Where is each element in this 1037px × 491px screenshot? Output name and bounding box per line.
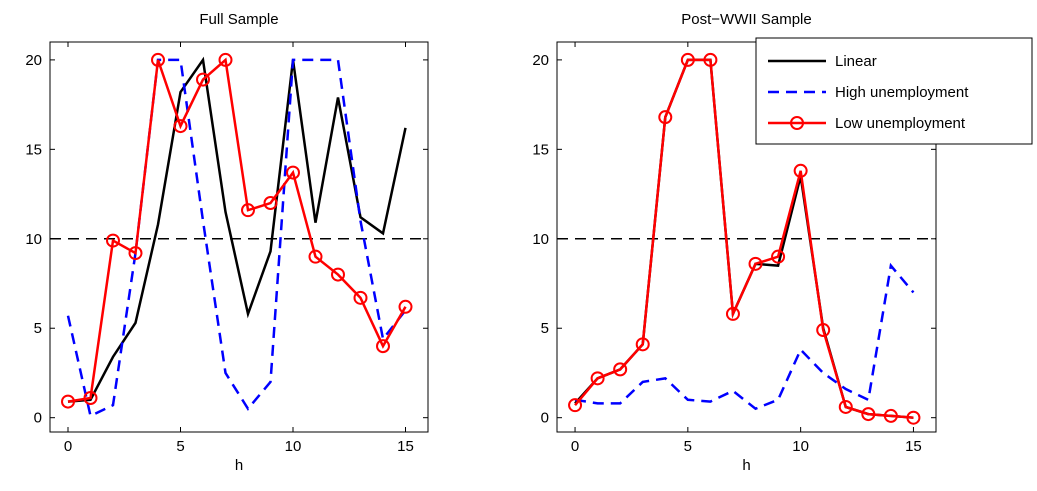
data-point-low-unemployment [771,249,786,264]
data-point-low-unemployment [658,110,673,125]
data-point-low-unemployment [793,163,808,178]
y-tick-label: 0 [34,410,42,427]
data-point-low-unemployment [613,362,628,377]
x-tick-label: 0 [571,438,579,455]
x-tick-label: 10 [792,438,809,455]
x-tick-label: 15 [905,438,922,455]
data-point-low-unemployment [376,339,390,354]
y-tick-label: 5 [34,320,42,337]
series-line-low-unemployment [67,57,407,403]
y-tick-label: 10 [532,231,549,248]
chart-title: Post−WWII Sample [681,11,811,28]
data-point-low-unemployment [173,119,188,134]
data-point-low-unemployment [128,246,143,261]
data-point-low-unemployment [241,203,255,218]
plot-frame [556,41,937,433]
data-point-low-unemployment [861,407,876,422]
y-tick-label: 15 [532,141,549,158]
chart-title: Full Sample [199,11,278,28]
legend-label-linear: Linear [835,53,877,70]
plot-frame [49,41,429,433]
data-point-low-unemployment [331,267,345,282]
data-point-low-unemployment [725,306,740,321]
x-tick-label: 15 [397,438,414,455]
data-point-low-unemployment [703,52,718,67]
data-point-low-unemployment [151,52,165,67]
legend: Linear High unemployment Low unemployment [755,37,1033,145]
series-line-low-unemployment [574,58,914,419]
data-point-low-unemployment [680,52,695,67]
data-point-low-unemployment [263,196,278,211]
data-point-low-unemployment [286,165,300,180]
data-point-low-unemployment [838,399,853,414]
data-point-low-unemployment [906,410,921,425]
data-point-low-unemployment [568,398,583,413]
series-line-high-unemployment [66,58,407,418]
y-tick-label: 5 [541,320,549,337]
data-point-low-unemployment [353,290,368,305]
x-tick-label: 0 [64,438,72,455]
data-point-low-unemployment [748,256,763,271]
data-point-low-unemployment [635,337,650,352]
chart-2: Post−WWII Sample 0 5 10 15 0 5 10 15 20 h Linear Hig… [532,11,1033,474]
data-point-low-unemployment [83,391,98,406]
y-tick-label: 20 [532,52,549,69]
legend-marker-low-unemployment [790,116,804,130]
data-point-low-unemployment [106,233,120,248]
legend-label-low-unemployment: Low unemployment [835,115,966,132]
y-tick-label: 0 [541,410,549,427]
data-point-low-unemployment [883,408,898,423]
data-point-low-unemployment [308,249,323,264]
x-axis-label: h [742,457,750,474]
chart-1: Full Sample 0 5 10 15 0 5 10 15 20 h [25,11,429,474]
data-point-low-unemployment [590,371,605,386]
y-tick-label: 15 [25,141,42,158]
series-line-high-unemployment [574,262,915,411]
data-point-low-unemployment [218,52,233,67]
y-tick-label: 20 [25,52,42,69]
x-tick-label: 5 [684,438,692,455]
series-line-linear [67,56,407,403]
data-point-low-unemployment [816,323,831,338]
x-tick-label: 5 [176,438,184,455]
data-point-low-unemployment [398,299,413,314]
data-point-low-unemployment [61,394,75,409]
x-tick-label: 10 [285,438,302,455]
data-point-low-unemployment [196,72,210,87]
y-tick-label: 10 [25,231,42,248]
x-axis-label: h [235,457,243,474]
legend-label-high-unemployment: High unemployment [835,84,969,101]
